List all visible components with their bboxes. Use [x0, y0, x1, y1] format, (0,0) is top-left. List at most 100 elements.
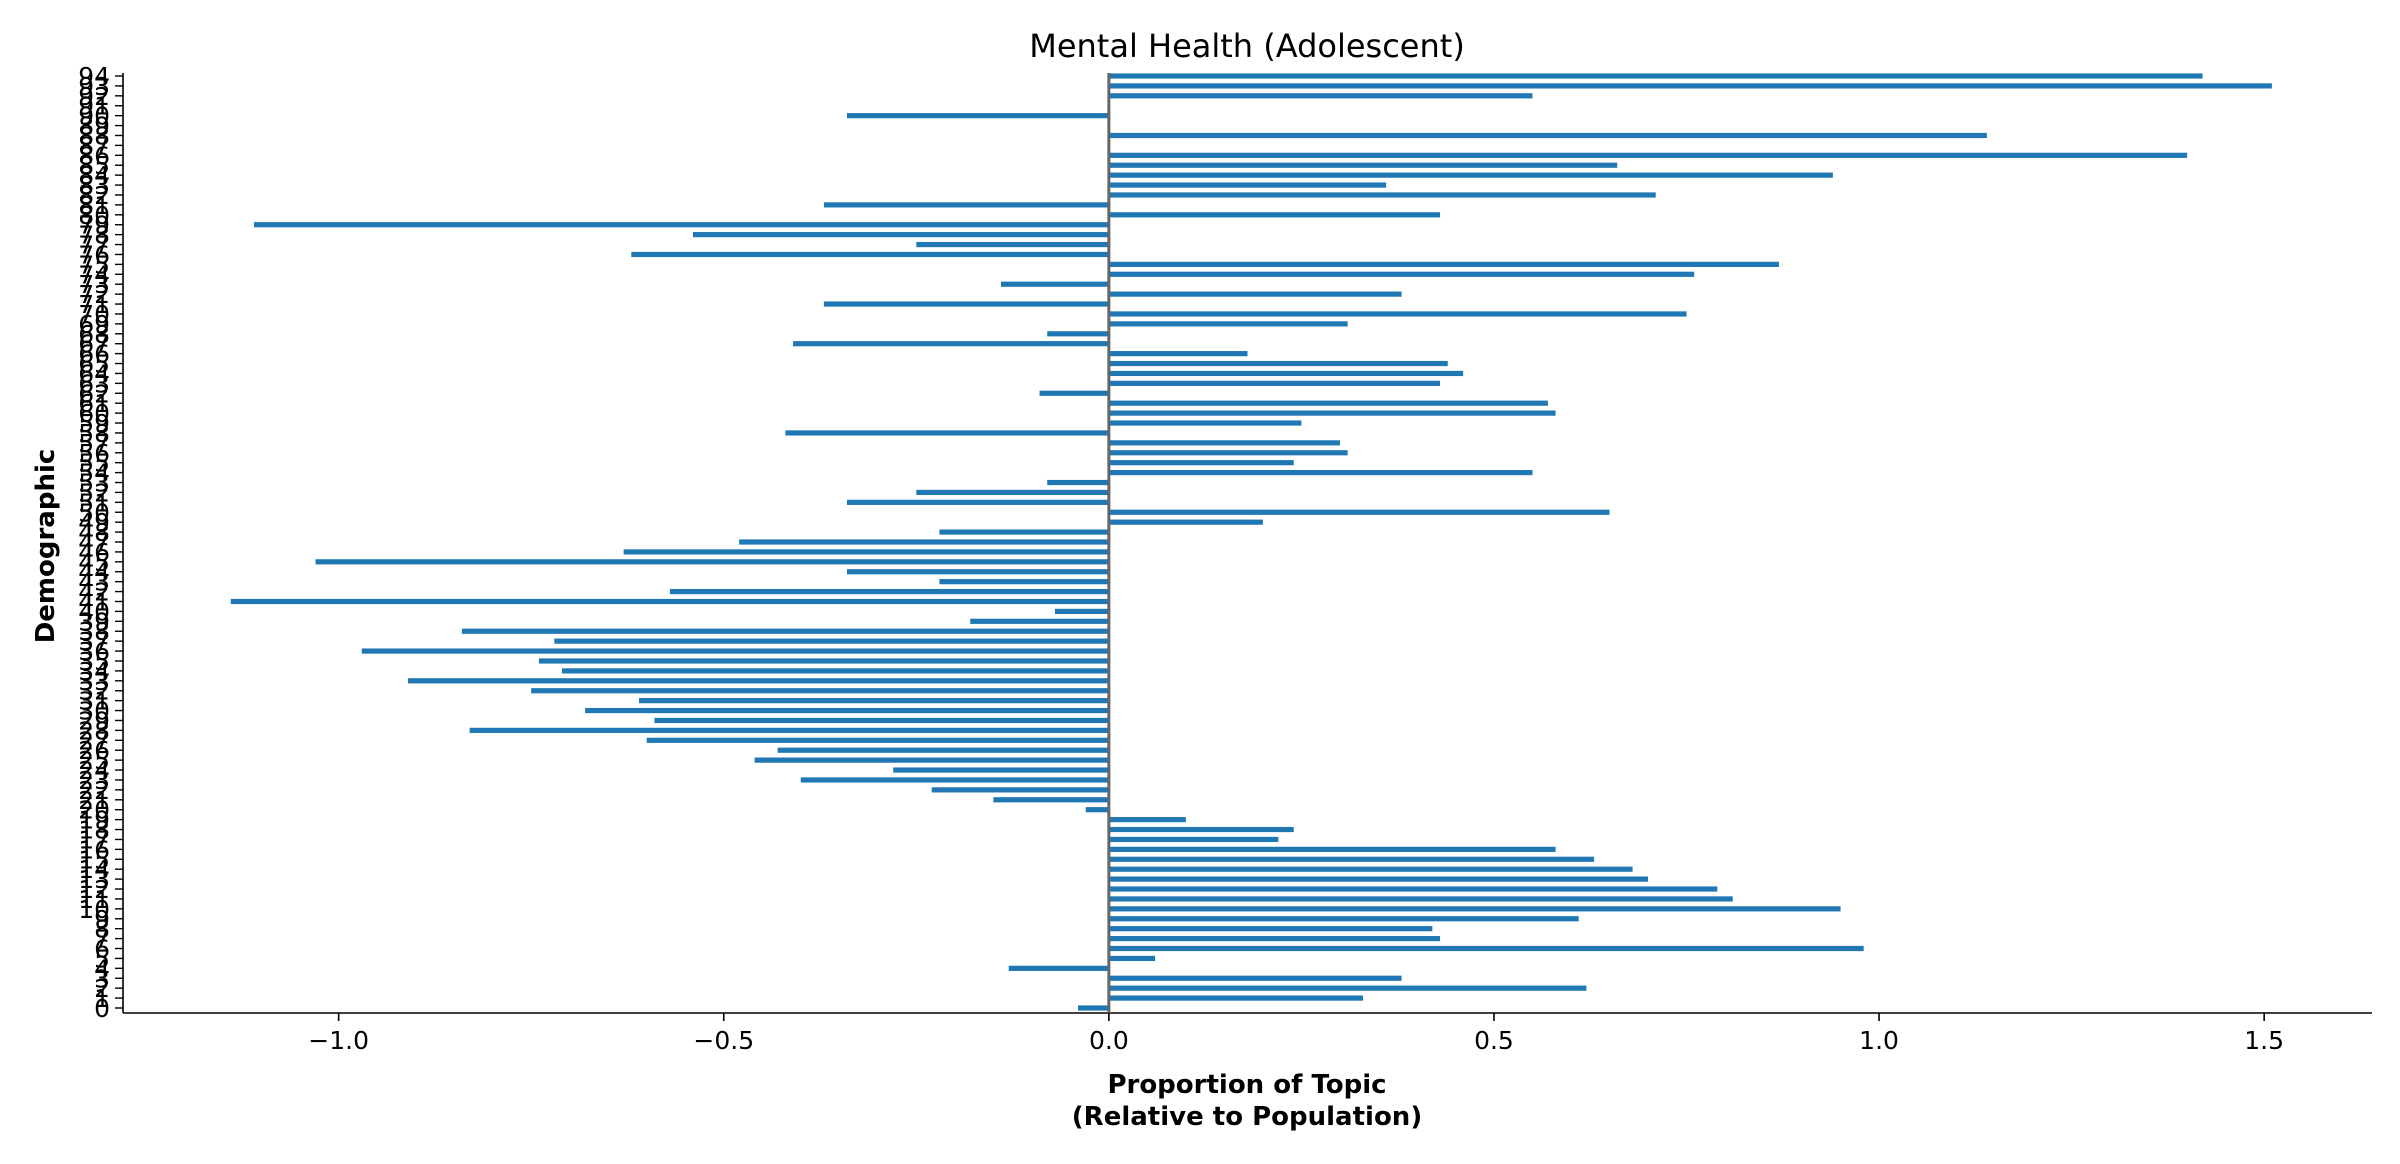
- bar-49: [1109, 520, 1263, 525]
- bar-65: [1109, 361, 1448, 366]
- bar-68: [1047, 331, 1109, 336]
- bar-78: [693, 232, 1109, 237]
- x-tick-label: 0.5: [1474, 1026, 1514, 1055]
- x-tick-label: 0.0: [1089, 1026, 1129, 1055]
- bar-70: [1109, 311, 1687, 316]
- bar-75: [1109, 262, 1779, 267]
- y-axis-label-wrap: Demographic: [31, 449, 61, 644]
- bar-93: [1109, 83, 2272, 88]
- bar-41: [231, 599, 1109, 604]
- bar-28: [470, 728, 1109, 733]
- bar-4: [1009, 966, 1109, 971]
- bar-18: [1109, 827, 1294, 832]
- bar-83: [1109, 182, 1386, 187]
- bar-94: [1109, 73, 2203, 78]
- bar-36: [362, 648, 1109, 653]
- bar-12: [1109, 886, 1717, 891]
- bar-56: [1109, 450, 1348, 455]
- bar-15: [1109, 857, 1594, 862]
- bar-51: [847, 500, 1109, 505]
- bar-58: [785, 430, 1108, 435]
- bar-50: [1109, 510, 1610, 515]
- bar-90: [847, 113, 1109, 118]
- bar-52: [916, 490, 1109, 495]
- bar-20: [1086, 807, 1109, 812]
- bar-62: [1040, 391, 1109, 396]
- bar-3: [1109, 976, 1402, 981]
- bar-74: [1109, 272, 1694, 277]
- bar-73: [1001, 282, 1109, 287]
- bar-48: [939, 529, 1108, 534]
- bar-10: [1109, 906, 1841, 911]
- bar-80: [1109, 212, 1440, 217]
- x-tick-label: −1.0: [308, 1026, 369, 1055]
- bar-43: [939, 579, 1108, 584]
- x-ticks-layer: −1.0 −0.5 0.0 0.5 1.0 1.5: [308, 1013, 2284, 1055]
- bar-11: [1109, 896, 1733, 901]
- x-tick-label: 1.5: [2244, 1026, 2284, 1055]
- bar-17: [1109, 837, 1278, 842]
- bar-82: [1109, 192, 1656, 197]
- bar-7: [1109, 936, 1440, 941]
- bar-76: [631, 252, 1109, 257]
- bar-23: [801, 777, 1109, 782]
- bar-14: [1109, 867, 1633, 872]
- bar-46: [624, 549, 1109, 554]
- bar-57: [1109, 440, 1340, 445]
- bar-33: [408, 678, 1109, 683]
- bar-67: [793, 341, 1109, 346]
- bar-79: [254, 222, 1109, 227]
- bar-8: [1109, 926, 1432, 931]
- y-axis-label: Demographic: [31, 449, 61, 644]
- bar-85: [1109, 163, 1617, 168]
- bar-21: [993, 797, 1109, 802]
- bar-63: [1109, 381, 1440, 386]
- x-tick-label: −0.5: [693, 1026, 754, 1055]
- bar-47: [739, 539, 1109, 544]
- bar-66: [1109, 351, 1248, 356]
- bar-22: [932, 787, 1109, 792]
- bar-30: [585, 708, 1109, 713]
- bar-55: [1109, 460, 1294, 465]
- bar-32: [531, 688, 1109, 693]
- bar-53: [1047, 480, 1109, 485]
- bar-1: [1109, 995, 1363, 1000]
- bar-61: [1109, 401, 1548, 406]
- bar-9: [1109, 916, 1579, 921]
- x-axis-label-line-2: (Relative to Population): [1072, 1102, 1422, 1132]
- bar-31: [639, 698, 1109, 703]
- y-ticks-layer: 0123456789101112131415161718192021222324…: [78, 62, 123, 1023]
- bar-35: [539, 658, 1109, 663]
- bar-72: [1109, 292, 1402, 297]
- bar-19: [1109, 817, 1186, 822]
- bar-25: [755, 758, 1109, 763]
- bar-5: [1109, 956, 1155, 961]
- chart-title: Mental Health (Adolescent): [1029, 27, 1465, 65]
- bar-77: [916, 242, 1109, 247]
- bar-16: [1109, 847, 1556, 852]
- bar-37: [554, 639, 1109, 644]
- bar-27: [647, 738, 1109, 743]
- bar-0: [1078, 1005, 1109, 1010]
- bar-2: [1109, 986, 1587, 991]
- bars-layer: [231, 73, 2272, 1010]
- bar-71: [824, 301, 1109, 306]
- y-tick-label: 94: [78, 62, 110, 91]
- x-axis-label-line-1: Proportion of Topic: [1107, 1070, 1386, 1100]
- bar-39: [970, 619, 1109, 624]
- bar-6: [1109, 946, 1864, 951]
- bar-60: [1109, 411, 1556, 416]
- bar-64: [1109, 371, 1463, 376]
- bar-13: [1109, 877, 1648, 882]
- bar-34: [562, 668, 1109, 673]
- bar-59: [1109, 420, 1302, 425]
- bar-45: [316, 559, 1109, 564]
- bar-54: [1109, 470, 1533, 475]
- bar-81: [824, 202, 1109, 207]
- x-tick-label: 1.0: [1859, 1026, 1899, 1055]
- bar-42: [670, 589, 1109, 594]
- bar-38: [462, 629, 1109, 634]
- bar-40: [1055, 609, 1109, 614]
